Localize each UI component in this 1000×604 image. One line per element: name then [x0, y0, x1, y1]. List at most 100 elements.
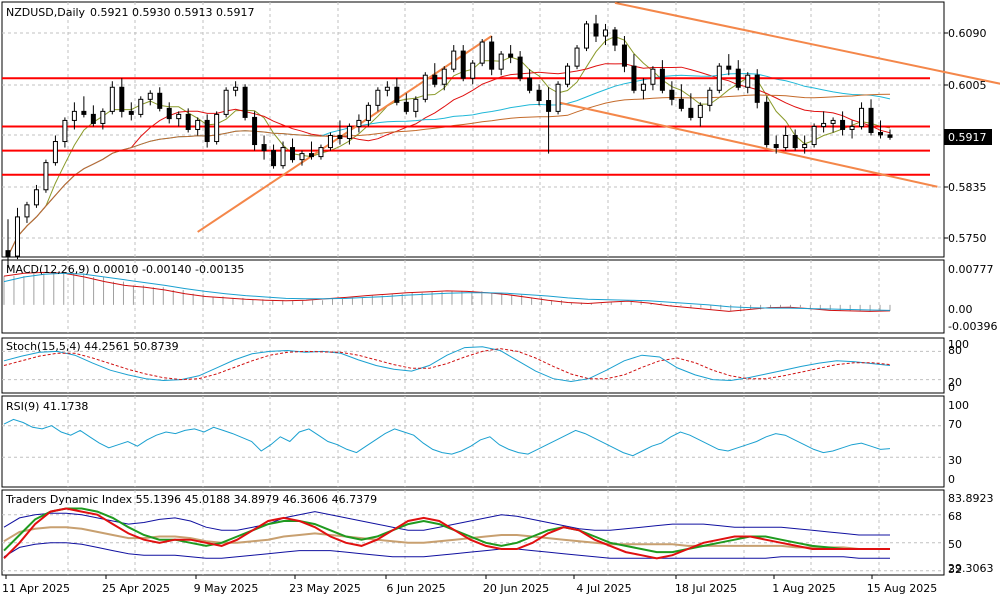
candle-body [716, 65, 722, 91]
candle-body [195, 119, 201, 130]
xtick-label: 4 Jul 2025 [576, 582, 631, 595]
stoch-main-line [3, 346, 891, 383]
candle-body [593, 23, 599, 37]
ytick-label: 0.6090 [948, 27, 987, 40]
tdi-ytick: 32 [948, 563, 962, 576]
candle-body [735, 68, 741, 88]
candle-body [185, 113, 191, 130]
ma-mid-line [7, 63, 891, 257]
candle-body [43, 162, 49, 191]
stoch-panel [2, 346, 944, 383]
candle-body [697, 104, 703, 118]
ytick-label: 0.6005 [948, 79, 987, 92]
candle-body [868, 107, 874, 133]
xtick-label: 6 Jun 2025 [386, 582, 445, 595]
candle-body [498, 53, 504, 70]
xtick-label: 25 Apr 2025 [102, 582, 170, 595]
candle-body [394, 86, 400, 103]
candle-body [252, 116, 258, 146]
candle-body [508, 53, 514, 58]
candle-body [821, 122, 827, 127]
rsi-ytick: 30 [948, 454, 962, 467]
header-ohlc: 0.5921 0.5930 0.5913 0.5917 [90, 6, 254, 19]
candle-body [726, 65, 732, 70]
rsi-ytick: 100 [948, 399, 969, 412]
candle-body [157, 92, 163, 109]
candle-body [745, 74, 751, 88]
ytick-label: 0.5835 [948, 181, 987, 194]
tdi-signal-line [3, 507, 890, 560]
candle-body [33, 189, 39, 206]
candle-body [71, 110, 77, 121]
stoch-title: Stoch(15,5,4) 44.2561 50.8739 [6, 340, 179, 353]
candle-body [375, 89, 381, 106]
xtick-label: 11 Apr 2025 [2, 582, 70, 595]
candle-body [290, 147, 296, 161]
xtick-label: 23 May 2025 [289, 582, 361, 595]
stoch-ytick: 0 [948, 381, 955, 394]
candle-body [318, 147, 324, 158]
candle-body [138, 98, 144, 115]
stoch-ytick: 80 [948, 344, 962, 357]
xtick-label: 9 May 2025 [194, 582, 259, 595]
tdi-panel [2, 507, 944, 572]
candle-body [659, 68, 665, 91]
candle-body [650, 68, 656, 85]
candle-body [119, 86, 125, 112]
tdi-rsi-line [3, 507, 890, 554]
candle-body [555, 83, 561, 112]
candle-body [840, 119, 846, 130]
candle-body [422, 74, 428, 100]
tdi-lower-band [3, 542, 890, 559]
ma-fast-line [7, 36, 891, 257]
main-price-panel [2, 1, 1000, 269]
candle-body [783, 135, 789, 149]
candle-body [90, 113, 96, 124]
rsi-panel [2, 418, 944, 458]
candle-body [109, 86, 115, 112]
candle-body [166, 107, 172, 120]
candle-body [754, 74, 760, 103]
rsi-ytick: 70 [948, 418, 962, 431]
candle-body [365, 104, 371, 121]
candle-body [707, 89, 713, 106]
axes: 0.6090 0.6005 0.5835 0.5750 11 Apr 2025 25 Ap… [2, 27, 997, 595]
candle-body [669, 89, 675, 100]
candle-body [878, 131, 884, 136]
stoch-signal-line [3, 348, 891, 381]
candle-body [565, 65, 571, 85]
stoch-ytick: 100 [948, 338, 969, 351]
candle-body [100, 110, 106, 124]
price-label: 0.5917 [944, 129, 992, 145]
candle-body [517, 56, 523, 79]
candle-body [773, 144, 779, 149]
series-line [3, 271, 891, 312]
tdi-title: Traders Dynamic Index 55.1396 45.0188 34… [5, 493, 377, 506]
candle-body [621, 44, 627, 67]
candle-body [536, 89, 542, 102]
candle-body [489, 41, 495, 70]
candle-body [631, 65, 637, 91]
candle-body [678, 98, 684, 109]
candle-body [147, 92, 153, 100]
xtick-label: 18 Jul 2025 [675, 582, 737, 595]
candle-body [441, 68, 447, 85]
candle-body [859, 107, 865, 127]
candle-body [346, 125, 352, 140]
candle-body [308, 153, 314, 158]
candle-body [128, 110, 134, 115]
macd-ytick: 0.00777 [948, 263, 994, 276]
candle-body [688, 107, 694, 118]
tdi-ytick: 68 [948, 510, 962, 523]
rsi-ytick: 0 [948, 473, 955, 486]
stoch-ytick: 20 [948, 376, 962, 389]
tdi-ytick: 29.3063 [948, 562, 994, 575]
candle-body [546, 100, 552, 112]
candle-body [584, 23, 590, 49]
candle-body [479, 41, 485, 64]
candle-body [413, 98, 419, 112]
candle-body [356, 119, 362, 127]
rsi-title: RSI(9) 41.1738 [6, 400, 88, 413]
